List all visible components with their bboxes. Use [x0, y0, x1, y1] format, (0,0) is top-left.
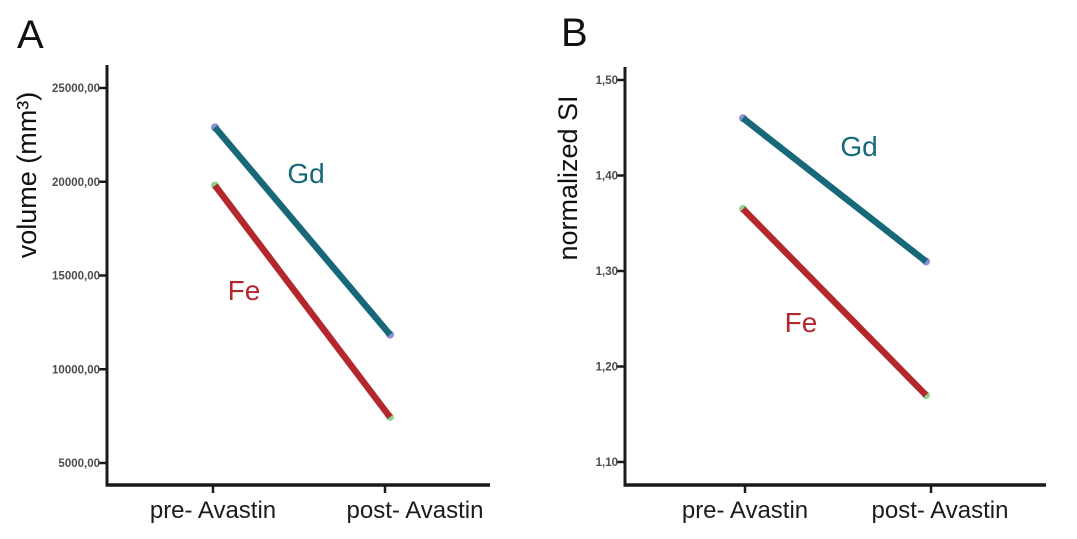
series-label-fe: Fe: [785, 307, 818, 338]
series-label-gd: Gd: [287, 158, 324, 189]
series-label-fe: Fe: [228, 275, 261, 306]
y-tick-label: 5000,00: [58, 458, 100, 470]
chart-b: 1,50 1,40 1,30 1,20 1,10 pre- Avastin post- Av…: [553, 67, 1046, 524]
panel-a-label: A: [17, 13, 44, 57]
y-axis-title: volume (mm³): [12, 92, 42, 259]
series-line-fe: [212, 183, 393, 420]
panel-b-label: B: [561, 11, 588, 55]
y-tick-label: 1,10: [596, 457, 618, 469]
y-axis-title: normalized SI: [553, 95, 583, 260]
x-category-label: post- Avastin: [347, 497, 484, 524]
y-tick-label: 1,20: [596, 362, 618, 374]
y-tick-label: 1,30: [596, 266, 618, 278]
y-tick-label: 20000,00: [52, 177, 100, 189]
y-tick-label: 15000,00: [52, 271, 100, 283]
x-category-label: pre- Avastin: [682, 497, 808, 524]
y-tick-label: 25000,00: [52, 83, 100, 95]
y-tick-label: 1,50: [596, 75, 618, 87]
y-tick-label: 10000,00: [52, 364, 100, 376]
series-label-gd: Gd: [840, 131, 877, 162]
series-line-gd: [212, 125, 393, 337]
y-tick-label: 1,40: [596, 171, 618, 183]
series-line-fe: [740, 206, 929, 398]
x-category-label: post- Avastin: [872, 497, 1009, 524]
chart-a: 25000,00 20000,00 15000,00 10000,00 5000,00 p…: [12, 65, 490, 524]
x-category-label: pre- Avastin: [150, 497, 276, 524]
series-line-gd: [740, 115, 929, 265]
